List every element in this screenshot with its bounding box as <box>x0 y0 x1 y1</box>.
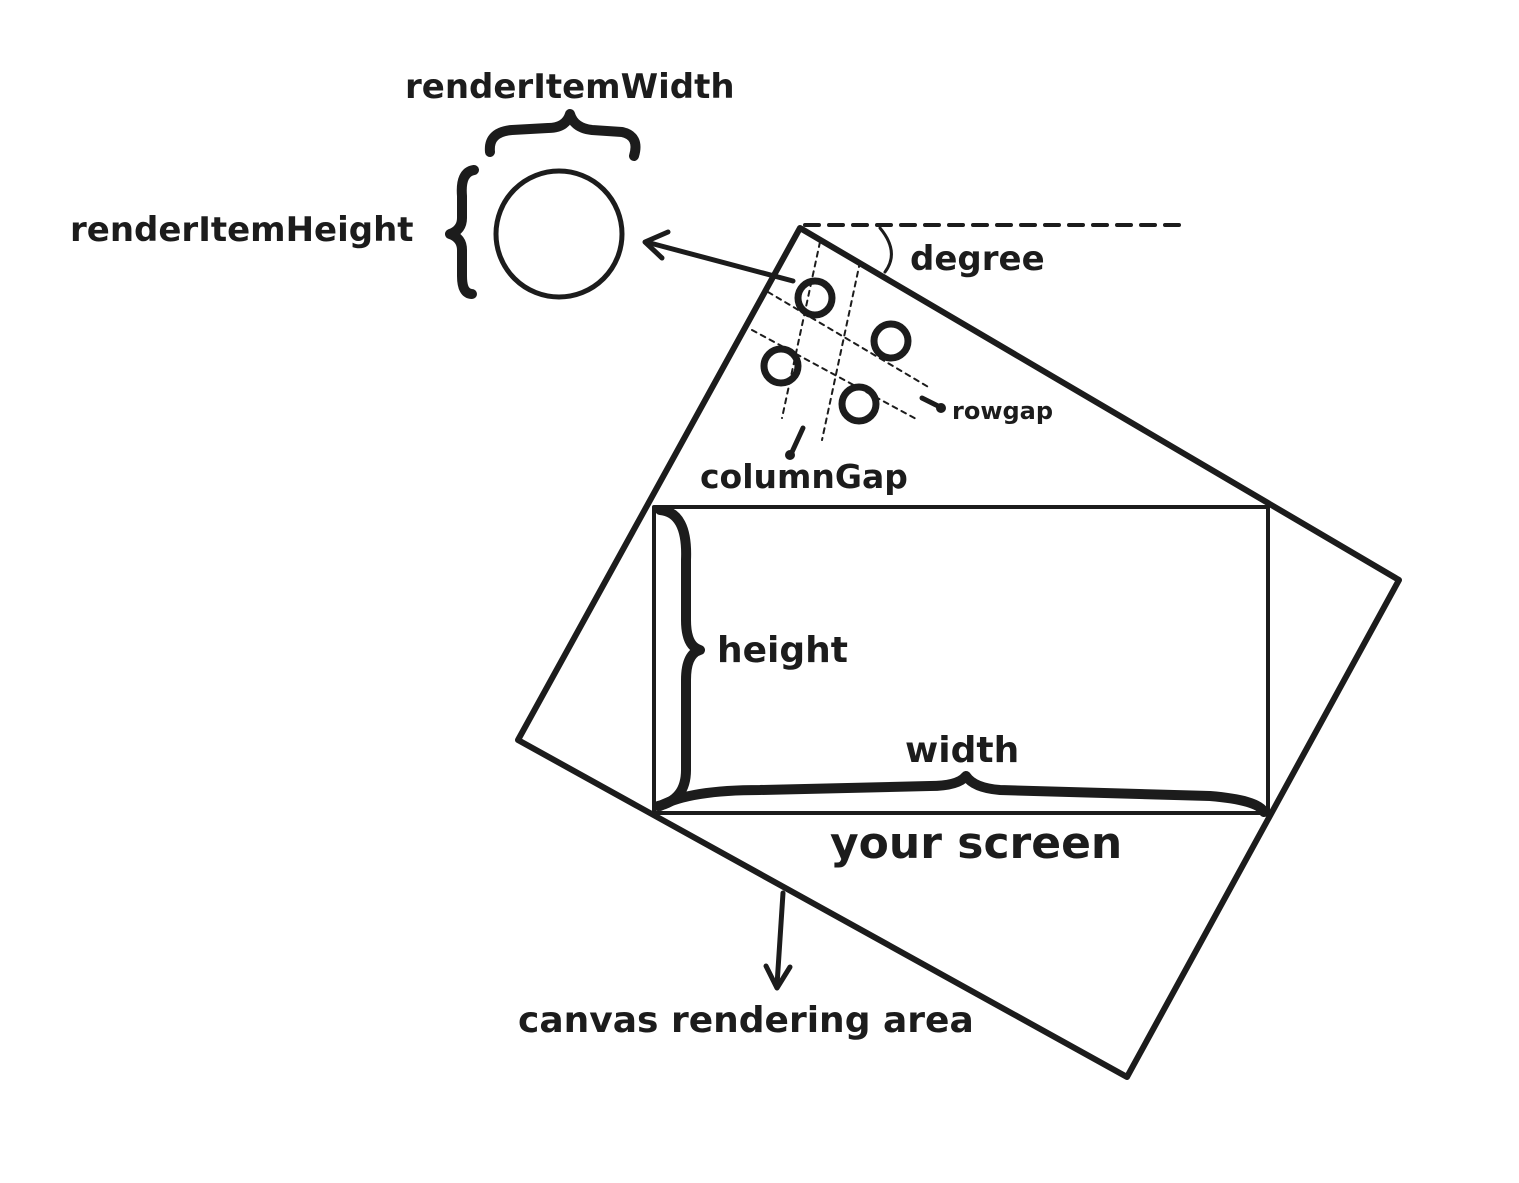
canvas-area-arrow-head <box>763 963 793 991</box>
rowgap-arrow-head <box>936 403 946 413</box>
render-item-circle <box>838 383 880 425</box>
zoom-arrow-line <box>647 240 796 284</box>
render-item-width-label: renderItemWidth <box>405 67 735 107</box>
canvas-area-arrow-line <box>774 890 786 988</box>
height-brace <box>653 505 705 811</box>
render-item-height-label: renderItemHeight <box>70 210 414 250</box>
canvas-rendering-area-rect <box>515 225 1402 1080</box>
render-item-circles <box>760 277 912 425</box>
render-item-circle <box>794 277 836 319</box>
degree-label: degree <box>910 239 1045 279</box>
rowgap-arrow <box>919 395 941 409</box>
degree-arc <box>878 226 893 274</box>
column-gap-arrow-head <box>785 450 795 460</box>
your-screen-label: your screen <box>830 818 1122 869</box>
render-item-circle <box>760 345 802 387</box>
width-brace <box>655 771 1269 817</box>
zoom-arrow-head <box>642 229 671 261</box>
screen-rect <box>652 505 1270 815</box>
render-item-grid <box>751 241 931 441</box>
render-item-height-brace <box>445 165 479 299</box>
height-label: height <box>717 630 848 671</box>
render-item-width-brace <box>484 109 641 161</box>
render-item-circle <box>870 320 912 362</box>
render-item-enlarged <box>493 168 625 300</box>
width-label: width <box>905 730 1019 771</box>
canvas-rendering-area-label: canvas rendering area <box>518 1000 974 1041</box>
column-gap-arrow <box>789 425 806 455</box>
column-gap-label: columnGap <box>700 457 908 496</box>
rowgap-label: rowgap <box>952 397 1053 425</box>
